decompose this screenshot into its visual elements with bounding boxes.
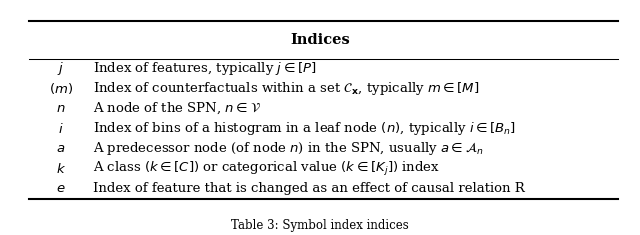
Text: Index of counterfactuals within a set $\mathcal{C}_{\mathbf{x}}$, typically $m \: Index of counterfactuals within a set $\… xyxy=(93,80,479,97)
Text: $k$: $k$ xyxy=(56,162,66,176)
Text: Indices: Indices xyxy=(290,33,350,47)
Text: Index of features, typically $j \in [P]$: Index of features, typically $j \in [P]$ xyxy=(93,60,316,77)
Text: Index of feature that is changed as an effect of causal relation R: Index of feature that is changed as an e… xyxy=(93,182,525,195)
Text: A node of the SPN, $n \in \mathcal{V}$: A node of the SPN, $n \in \mathcal{V}$ xyxy=(93,101,261,116)
Text: $n$: $n$ xyxy=(56,102,65,115)
Text: $a$: $a$ xyxy=(56,142,65,155)
Text: $i$: $i$ xyxy=(58,122,63,136)
Text: $e$: $e$ xyxy=(56,182,65,195)
Text: A predecessor node (of node $n$) in the SPN, usually $a \in \mathcal{A}_n$: A predecessor node (of node $n$) in the … xyxy=(93,140,483,157)
Text: Index of bins of a histogram in a leaf node $(n)$, typically $i \in [B_n]$: Index of bins of a histogram in a leaf n… xyxy=(93,120,516,137)
Text: $j$: $j$ xyxy=(57,60,65,77)
Text: A class $(k \in [C])$ or categorical value $(k \in [K_j])$ index: A class $(k \in [C])$ or categorical val… xyxy=(93,160,440,178)
Text: Table 3: Symbol index indices: Table 3: Symbol index indices xyxy=(231,219,409,232)
Text: $(m)$: $(m)$ xyxy=(49,81,73,96)
